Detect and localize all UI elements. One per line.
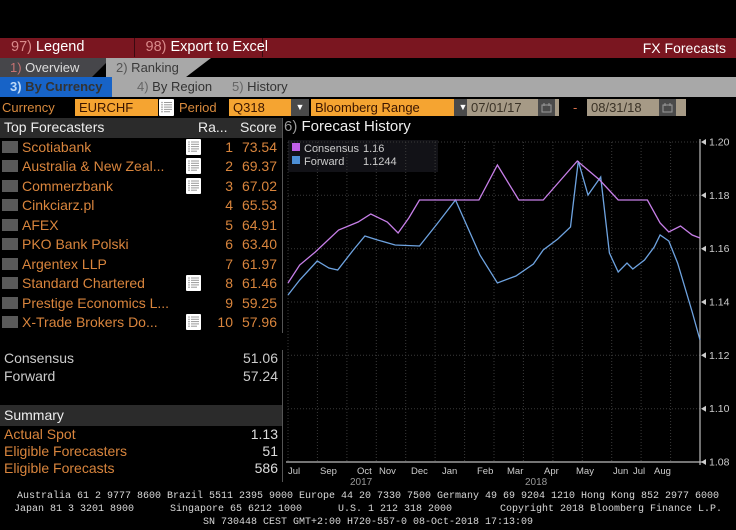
svg-text:1.10: 1.10 xyxy=(709,403,730,415)
svg-text:1.14: 1.14 xyxy=(709,297,730,309)
svg-text:1.12: 1.12 xyxy=(709,350,730,362)
svg-text:Oct: Oct xyxy=(357,466,372,477)
svg-text:2017: 2017 xyxy=(350,477,373,488)
svg-text:1.20: 1.20 xyxy=(709,137,730,149)
svg-text:Jul: Jul xyxy=(633,466,645,477)
svg-text:Feb: Feb xyxy=(477,466,493,477)
svg-text:Aug: Aug xyxy=(654,466,671,477)
svg-text:May: May xyxy=(576,466,594,477)
svg-text:Sep: Sep xyxy=(320,466,337,477)
svg-text:1.08: 1.08 xyxy=(709,457,730,469)
svg-text:2018: 2018 xyxy=(525,477,548,488)
svg-text:Jan: Jan xyxy=(442,466,457,477)
svg-text:Dec: Dec xyxy=(411,466,428,477)
svg-text:Mar: Mar xyxy=(507,466,523,477)
svg-text:1.18: 1.18 xyxy=(709,190,730,202)
svg-text:Nov: Nov xyxy=(379,466,396,477)
svg-text:Apr: Apr xyxy=(544,466,559,477)
svg-text:Jul: Jul xyxy=(288,466,300,477)
svg-text:Jun: Jun xyxy=(613,466,628,477)
svg-text:1.16: 1.16 xyxy=(709,243,730,255)
